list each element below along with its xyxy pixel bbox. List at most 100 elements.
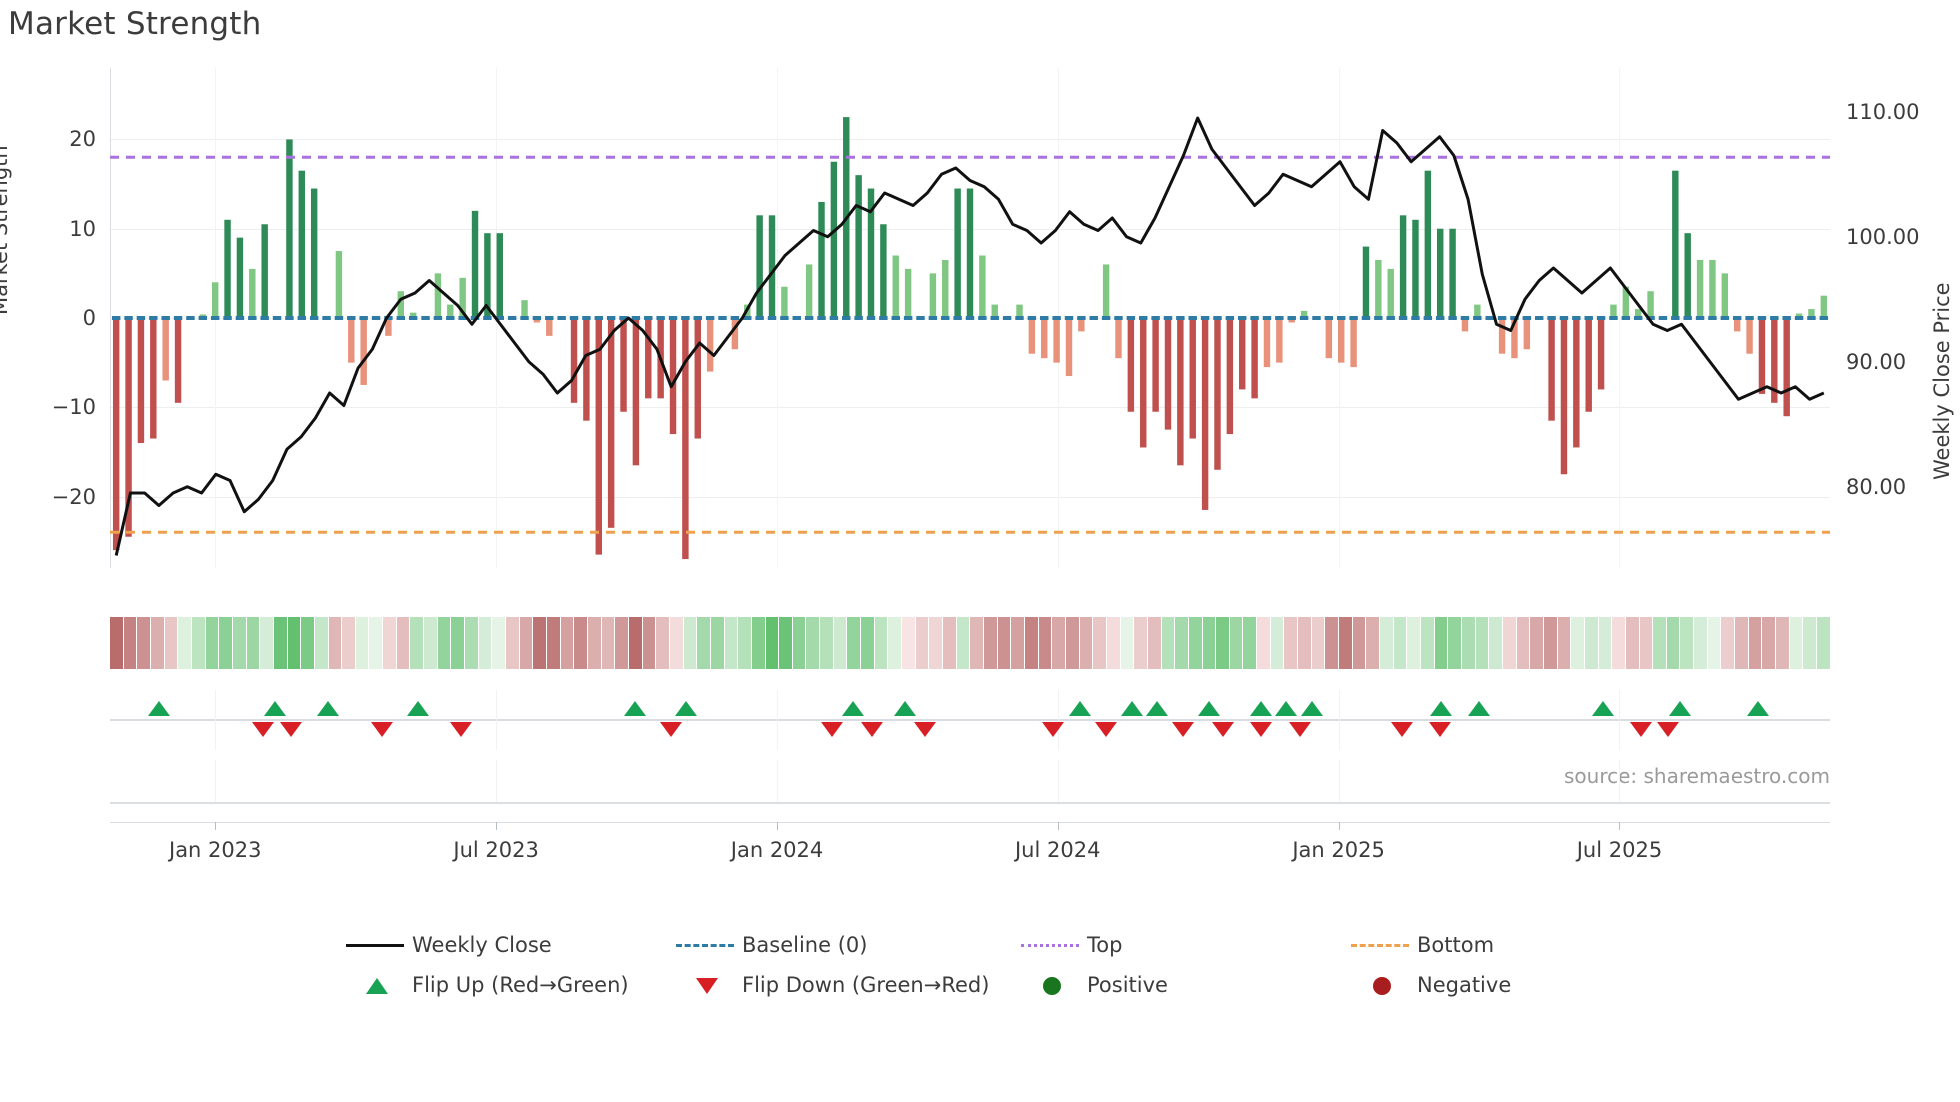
flip-down-marker (914, 722, 937, 737)
negative-bar (1041, 318, 1048, 359)
heatmap-cell (1093, 617, 1106, 669)
heatmap-cell (929, 617, 943, 669)
negative-bar (1152, 318, 1159, 412)
down-triangle-icon (670, 973, 742, 997)
legend-label: Bottom (1417, 933, 1495, 957)
flip-down-marker (1249, 722, 1272, 737)
positive-bar (818, 201, 825, 318)
legend-item-weekly-close[interactable]: Weekly Close (340, 933, 670, 957)
heatmap-cell (738, 617, 751, 669)
negative-bar (1771, 318, 1778, 403)
heatmap-cell (642, 617, 656, 669)
x-tick-mark (1057, 822, 1059, 830)
heatmap-cell (396, 617, 410, 669)
negative-bar (1338, 318, 1345, 363)
heatmap-cell (1707, 617, 1721, 669)
heatmap-cell (1817, 617, 1830, 669)
x-tick-mark (215, 822, 217, 830)
heatmap-cell (1052, 617, 1065, 669)
positive-bar (904, 268, 912, 318)
lower-panel-gridline (1057, 760, 1059, 802)
dotted-purple-line-icon (1015, 933, 1087, 957)
legend-item-positive[interactable]: Positive (1015, 973, 1345, 997)
positive-bar (484, 233, 491, 318)
red-dot-icon (1345, 973, 1417, 997)
heatmap-cell (1762, 617, 1776, 669)
heatmap-cell (1202, 617, 1216, 669)
dashed-orange-line-icon (1345, 933, 1417, 957)
legend-label: Flip Up (Red→Green) (412, 973, 629, 997)
flip-up-marker (406, 701, 429, 716)
heatmap-cell (656, 617, 669, 669)
flip-down-marker (821, 722, 844, 737)
heatmap-cell (1571, 617, 1584, 669)
heatmap-cell (178, 617, 191, 669)
heatmap-cell (1530, 617, 1543, 669)
heatmap-cell (1543, 617, 1557, 669)
heatmap-cell (260, 617, 273, 669)
legend-item-baseline[interactable]: Baseline (0) (670, 933, 1015, 957)
positive-bar (966, 188, 974, 318)
positive-bar (211, 282, 219, 318)
negative-bar (694, 318, 701, 439)
heatmap-cell (506, 617, 519, 669)
negative-bar (385, 318, 392, 336)
legend-item-bottom[interactable]: Bottom (1345, 933, 1595, 957)
positive-bar (1696, 259, 1704, 318)
positive-bar (768, 215, 776, 318)
heatmap-cell (328, 617, 342, 669)
negative-bar (1164, 318, 1172, 430)
negative-bar (669, 318, 677, 435)
legend-item-flip-down[interactable]: Flip Down (Green→Red) (670, 973, 1015, 997)
heatmap-cell (1489, 617, 1502, 669)
heatmap-cell (219, 617, 232, 669)
legend-item-negative[interactable]: Negative (1345, 973, 1595, 997)
heatmap-cell (1694, 617, 1707, 669)
negative-bar (1350, 318, 1357, 368)
legend-label: Negative (1417, 973, 1512, 997)
legend-row: Weekly Close Baseline (0) Top Bottom (340, 925, 1640, 965)
flip-down-marker (1428, 722, 1451, 737)
heatmap-cell (1038, 617, 1052, 669)
negative-bar (1226, 318, 1234, 435)
negative-bar (1078, 318, 1085, 332)
positive-bar (830, 161, 838, 318)
right-axis-ticks: 110.00 100.00 90.00 80.00 (1840, 0, 1960, 1102)
positive-bar (496, 233, 504, 318)
legend-label: Top (1087, 933, 1123, 957)
heatmap-cell (833, 617, 847, 669)
positive-bar (1808, 309, 1815, 318)
positive-bar (335, 251, 343, 318)
flip-up-marker (893, 701, 916, 716)
flip-up-marker (1669, 701, 1692, 716)
flip-down-marker (860, 722, 883, 737)
heatmap-cell (1393, 617, 1407, 669)
heatmap-cell (915, 617, 929, 669)
heatmap-cell (1735, 617, 1748, 669)
left-tick-label: 10 (69, 216, 96, 241)
heatmap-cell (232, 617, 246, 669)
flip-up-marker (1069, 701, 1092, 716)
heatmap-cell (342, 617, 355, 669)
negative-bar (1028, 318, 1036, 354)
positive-bar (1436, 228, 1444, 318)
heatmap-cell (1216, 617, 1229, 669)
flip-panel-gridline (1619, 690, 1621, 750)
negative-bar (125, 318, 132, 537)
flip-panel-gridline (1057, 690, 1059, 750)
heatmap-cell (1612, 617, 1625, 669)
gridline (110, 139, 1830, 141)
legend-item-flip-up[interactable]: Flip Up (Red→Green) (340, 973, 670, 997)
heatmap-cell (943, 617, 956, 669)
green-dot-icon (1015, 973, 1087, 997)
heatmap-cell (984, 617, 997, 669)
lower-panel-gridline (1338, 760, 1340, 802)
legend-item-top[interactable]: Top (1015, 933, 1345, 957)
heatmap-cell (1325, 617, 1339, 669)
positive-bar (1721, 273, 1729, 318)
positive-bar (756, 215, 763, 318)
heatmap-cell (437, 617, 451, 669)
heatmap-cell (820, 617, 833, 669)
negative-bar (1523, 318, 1531, 350)
